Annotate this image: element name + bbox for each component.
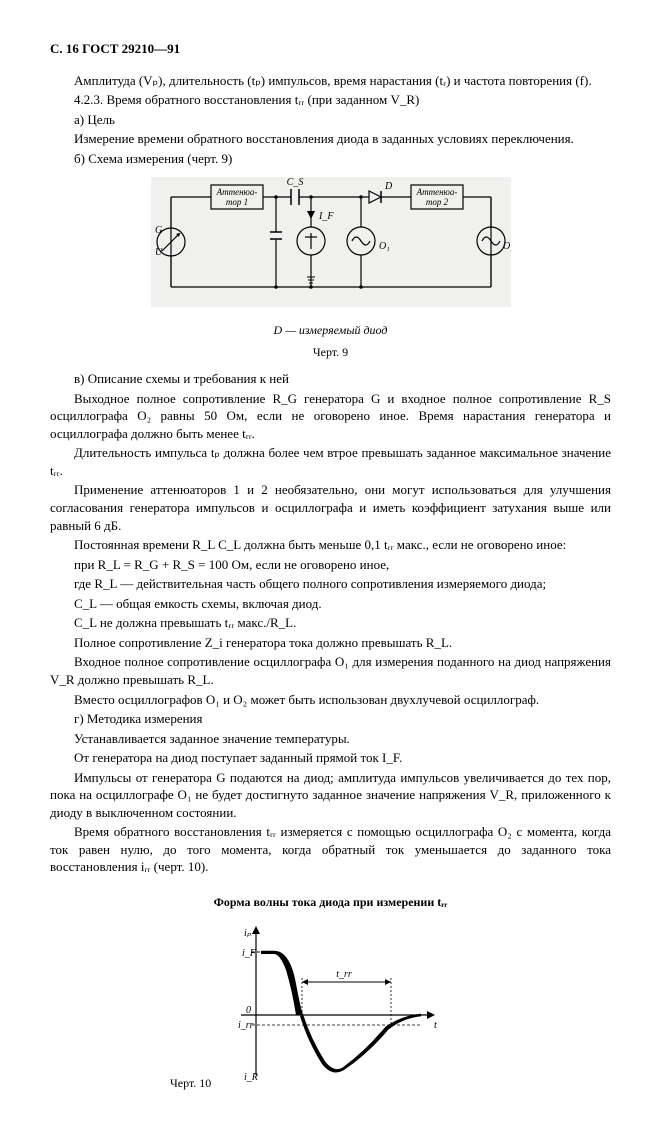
para-measure-desc: Измерение времени обратного восстановлен… — [50, 130, 611, 148]
para-15: Полное сопротивление Z_i генератора тока… — [50, 634, 611, 652]
ip-label: iₚ — [244, 928, 252, 939]
figure-10: iₚ i_F i_rr 0 i_R t t_rr — [50, 920, 611, 1095]
para-20: От генератора на диод поступает заданный… — [50, 749, 611, 767]
para-18: г) Методика измерения — [50, 710, 611, 728]
atten1-l1: Аттенюа- — [215, 187, 257, 197]
iF-label: i_F — [242, 948, 257, 959]
u-label: U — [155, 247, 163, 258]
para-desc-c: в) Описание схемы и требования к ней — [50, 370, 611, 388]
para-10: Постоянная времени R_L C_L должна быть м… — [50, 536, 611, 554]
para-amplitude: Амплитуда (Vₚ), длительность (tₚ) импуль… — [50, 72, 611, 90]
t-label: t — [434, 1020, 437, 1031]
cs-label: C_S — [286, 177, 303, 188]
para-goal-a: а) Цель — [50, 111, 611, 129]
waveform-svg: iₚ i_F i_rr 0 i_R t t_rr — [216, 920, 446, 1090]
trr-label: t_rr — [336, 969, 352, 980]
atten2-l1: Аттенюа- — [415, 187, 457, 197]
g-label: G — [155, 225, 162, 236]
circuit-diagram-svg: Аттенюа- тор 1 C_S D Аттенюа- тор 2 G U … — [151, 177, 511, 307]
para-14: C_L не должна превышать tᵣᵣ макс./R_L. — [50, 614, 611, 632]
para-4-2-3: 4.2.3. Время обратного восстановления tᵣ… — [50, 91, 611, 109]
para-9: Применение аттенюаторов 1 и 2 необязател… — [50, 481, 611, 534]
fig10-title: Форма волны тока диода при измерении tᵣᵣ — [50, 894, 611, 910]
zero-label: 0 — [246, 1005, 251, 1016]
fig9-label: Черт. 9 — [50, 344, 611, 360]
page-header: С. 16 ГОСТ 29210—91 — [50, 40, 611, 58]
irr-label: i_rr — [238, 1020, 254, 1031]
if-label: I_F — [318, 211, 334, 222]
para-19: Устанавливается заданное значение темпер… — [50, 730, 611, 748]
para-16: Входное полное сопротивление осциллограф… — [50, 653, 611, 688]
para-11: при R_L = R_G + R_S = 100 Ом, если не ог… — [50, 556, 611, 574]
o2-label: O₂ — [503, 241, 511, 252]
para-13: C_L — общая емкость схемы, включая диод. — [50, 595, 611, 613]
atten2-l2: тор 2 — [425, 197, 448, 207]
atten1-l2: тор 1 — [225, 197, 247, 207]
para-12: где R_L — действительная часть общего по… — [50, 575, 611, 593]
para-8: Длительность импульса tₚ должна более че… — [50, 444, 611, 479]
para-17: Вместо осциллографов O₁ и O₂ может быть … — [50, 691, 611, 709]
fig9-sub: D — измеряемый диод — [50, 322, 611, 338]
para-22: Время обратного восстановления tᵣᵣ измер… — [50, 823, 611, 876]
iR-label: i_R — [244, 1072, 258, 1083]
para-scheme-b: б) Схема измерения (черт. 9) — [50, 150, 611, 168]
o1-label: O₁ — [379, 241, 390, 252]
para-7: Выходное полное сопротивление R_G генера… — [50, 390, 611, 443]
d-label: D — [384, 181, 393, 192]
figure-9: Аттенюа- тор 1 C_S D Аттенюа- тор 2 G U … — [50, 177, 611, 312]
para-21: Импульсы от генератора G подаются на дио… — [50, 769, 611, 822]
